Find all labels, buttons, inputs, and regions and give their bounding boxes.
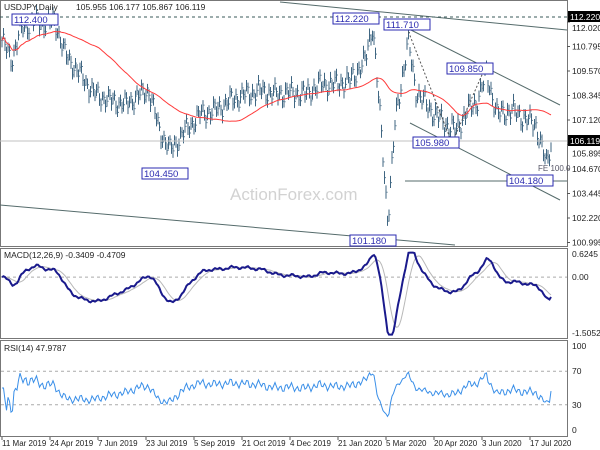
- macd-tick-label: -1.5052: [572, 328, 600, 338]
- macd-signal-line: [1, 255, 552, 328]
- y-tick-label: 103.445: [572, 189, 600, 199]
- rsi-title: RSI(14) 47.9787: [4, 343, 67, 353]
- price-panel: 112.400 112.220 111.710 109.850 105.980 104.4…: [0, 1, 571, 247]
- high-price-tag: 112.220: [570, 12, 600, 22]
- x-tick-label: 24 Apr 2019: [50, 439, 94, 448]
- price-label: 101.180: [352, 236, 386, 247]
- x-tick-label: 5 Mar 2020: [386, 439, 427, 448]
- y-tick-label: 104.670: [572, 164, 600, 174]
- x-tick-label: 11 Mar 2019: [2, 439, 47, 448]
- price-label-box: [332, 12, 380, 25]
- y-tick-label: 105.895: [572, 149, 600, 159]
- x-tick-label: 3 Jun 2020: [482, 439, 522, 448]
- price-label: 109.850: [449, 64, 483, 75]
- x-tick-label: 21 Jan 2020: [338, 439, 383, 448]
- y-tick-label: 102.220: [572, 213, 600, 223]
- price-label: 111.710: [386, 20, 419, 31]
- moving-average-line: [1, 31, 552, 122]
- x-tick-label: 21 Oct 2019: [242, 439, 286, 448]
- macd-panel: [1, 251, 567, 336]
- x-tick-label: 5 Sep 2019: [194, 439, 235, 448]
- price-label-box: [141, 167, 189, 180]
- price-label: 105.980: [415, 138, 449, 149]
- price-label-box: [446, 62, 494, 75]
- price-label-box: [506, 174, 554, 187]
- axes: 112.020 110.795 109.570 108.345 107.120 105.8…: [1, 11, 600, 448]
- rsi-tick-label: 30: [572, 400, 582, 410]
- rsi-tick-label: 0: [572, 425, 577, 435]
- macd-tick-label: 0.6245: [572, 249, 598, 259]
- last-price-tag: 106.119: [570, 136, 600, 146]
- fibonacci-extension-label: FE 100.0: [538, 164, 571, 173]
- y-tick-label: 110.795: [572, 42, 600, 52]
- rsi-panel: [1, 370, 567, 418]
- x-tick-label: 17 Jul 2020: [530, 439, 572, 448]
- price-label-box: [349, 234, 397, 247]
- price-label: 104.450: [144, 169, 178, 180]
- y-tick-label: 108.345: [572, 91, 600, 101]
- macd-title: MACD(12,26,9) -0.3409 -0.4709: [4, 250, 126, 260]
- macd-tick-label: 0.00: [572, 272, 589, 282]
- y-tick-label: 109.570: [572, 66, 600, 76]
- x-tick-label: 20 Apr 2020: [434, 439, 478, 448]
- macd-line: [1, 251, 552, 336]
- trendline: [279, 1, 568, 31]
- zigzag-projection: [406, 27, 486, 145]
- rsi-tick-label: 100: [572, 341, 586, 351]
- y-tick-label: 112.020: [572, 23, 600, 33]
- watermark: ActionForex.com: [230, 185, 358, 204]
- rsi-tick-label: 70: [572, 366, 582, 376]
- y-tick-label: 100.995: [572, 238, 600, 248]
- x-tick-label: 23 Jul 2019: [146, 439, 188, 448]
- price-label-box: [412, 136, 460, 149]
- x-tick-label: 4 Dec 2019: [290, 439, 331, 448]
- last-price-tag-bg: [568, 135, 600, 146]
- x-tick-label: 7 Jun 2019: [98, 439, 138, 448]
- price-label: 104.180: [509, 176, 543, 187]
- symbol-label: USDJPY,Daily: [4, 2, 58, 12]
- price-label-box: [11, 13, 59, 26]
- rsi-line: [2, 371, 552, 418]
- high-price-tag-bg: [568, 11, 600, 22]
- price-label: 112.400: [14, 15, 48, 26]
- trendline: [409, 122, 561, 201]
- panel-frames: [0, 0, 568, 437]
- price-label: 112.220: [335, 14, 369, 25]
- ohlc-readout: 105.955 106.177 105.867 106.119: [76, 2, 206, 12]
- y-tick-label: 107.120: [572, 115, 600, 125]
- price-label-box: [383, 18, 431, 31]
